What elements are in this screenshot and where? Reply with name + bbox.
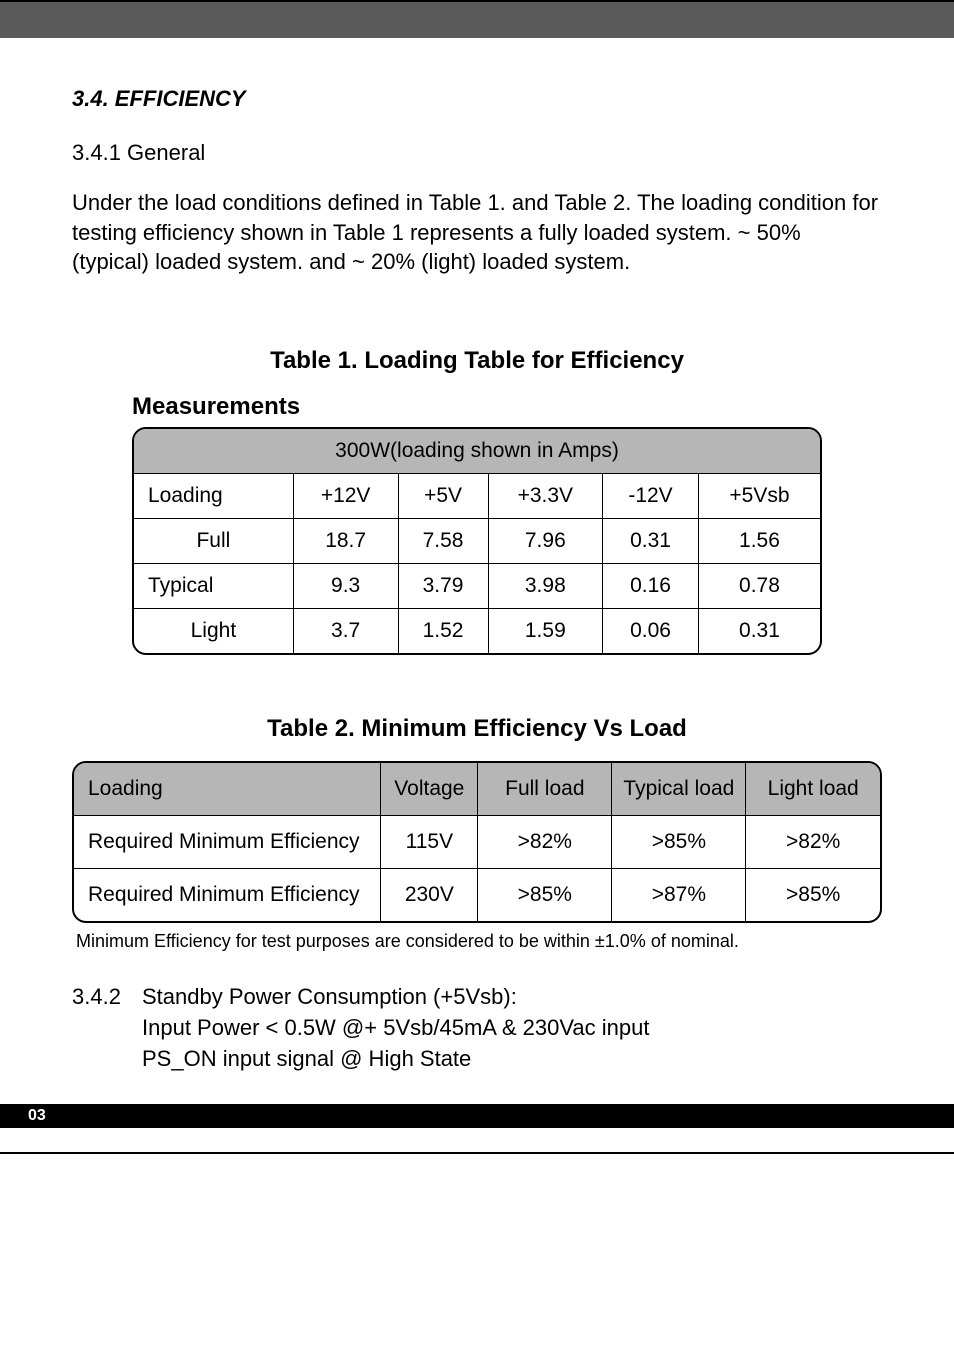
table2-col-header: Full load [478, 763, 612, 816]
standby-section: 3.4.2 Standby Power Consumption (+5Vsb):… [72, 982, 882, 1074]
table1-row-label: Typical [134, 564, 293, 609]
table2-cell: 115V [381, 816, 478, 869]
table1-header-row: 300W(loading shown in Amps) [134, 429, 820, 474]
table2-cell: >87% [612, 869, 746, 922]
measurements-label: Measurements [132, 393, 882, 421]
table1-cell: 1.56 [698, 519, 820, 564]
table1-col-header: +5Vsb [698, 474, 820, 519]
table1-cell: 0.06 [603, 609, 699, 654]
header-bar [0, 2, 954, 38]
table1-col-header: +3.3V [488, 474, 602, 519]
table1-row-label: Light [134, 609, 293, 654]
table1-cell: 7.96 [488, 519, 602, 564]
table2-col-header: Voltage [381, 763, 478, 816]
bottom-rule [0, 1152, 954, 1154]
subsection-title: 3.4.1 General [72, 140, 882, 166]
standby-line2: Input Power < 0.5W @+ 5Vsb/45mA & 230Vac… [72, 1013, 882, 1044]
table1-row-label: Full [134, 519, 293, 564]
table1-cell: 3.98 [488, 564, 602, 609]
table2-note: Minimum Efficiency for test purposes are… [76, 931, 878, 952]
table1-col-header: +12V [293, 474, 398, 519]
table2-cell: >82% [478, 816, 612, 869]
table1-cell: 0.78 [698, 564, 820, 609]
table2-cell: >85% [612, 816, 746, 869]
page-number: 03 [0, 1107, 46, 1125]
table2-col-header: Typical load [612, 763, 746, 816]
table2-cell: >85% [746, 869, 880, 922]
table1-cell: 9.3 [293, 564, 398, 609]
table2-col-header: Light load [746, 763, 880, 816]
table1-cell: 1.59 [488, 609, 602, 654]
table2-cell: >82% [746, 816, 880, 869]
table1-cell: 1.52 [398, 609, 488, 654]
table1-cell: 18.7 [293, 519, 398, 564]
standby-line1: Standby Power Consumption (+5Vsb): [142, 982, 517, 1013]
standby-line3: PS_ON input signal @ High State [72, 1044, 882, 1075]
table1-cell: 0.31 [698, 609, 820, 654]
table1-cell: 3.7 [293, 609, 398, 654]
content: 3.4. EFFICIENCY 3.4.1 General Under the … [0, 86, 954, 1074]
table2-col-header: Loading [74, 763, 381, 816]
table2-row-label: Required Minimum Efficiency [74, 816, 381, 869]
table1-col-header: -12V [603, 474, 699, 519]
table1-col-header: Loading [134, 474, 293, 519]
section-paragraph: Under the load conditions defined in Tab… [72, 188, 882, 277]
table2-title: Table 2. Minimum Efficiency Vs Load [72, 715, 882, 743]
table1-col-header: +5V [398, 474, 488, 519]
section-title: 3.4. EFFICIENCY [72, 86, 882, 112]
table1-cell: 3.79 [398, 564, 488, 609]
table1-cell: 0.16 [603, 564, 699, 609]
table2: LoadingVoltageFull loadTypical loadLight… [72, 761, 882, 923]
table1-cell: 7.58 [398, 519, 488, 564]
table1-title: Table 1. Loading Table for Efficiency [72, 347, 882, 375]
table1: 300W(loading shown in Amps)Loading+12V+5… [132, 427, 822, 655]
table2-row-label: Required Minimum Efficiency [74, 869, 381, 922]
footer-bar: 03 [0, 1104, 954, 1128]
table1-cell: 0.31 [603, 519, 699, 564]
standby-number: 3.4.2 [72, 982, 142, 1013]
table2-cell: >85% [478, 869, 612, 922]
table2-cell: 230V [381, 869, 478, 922]
